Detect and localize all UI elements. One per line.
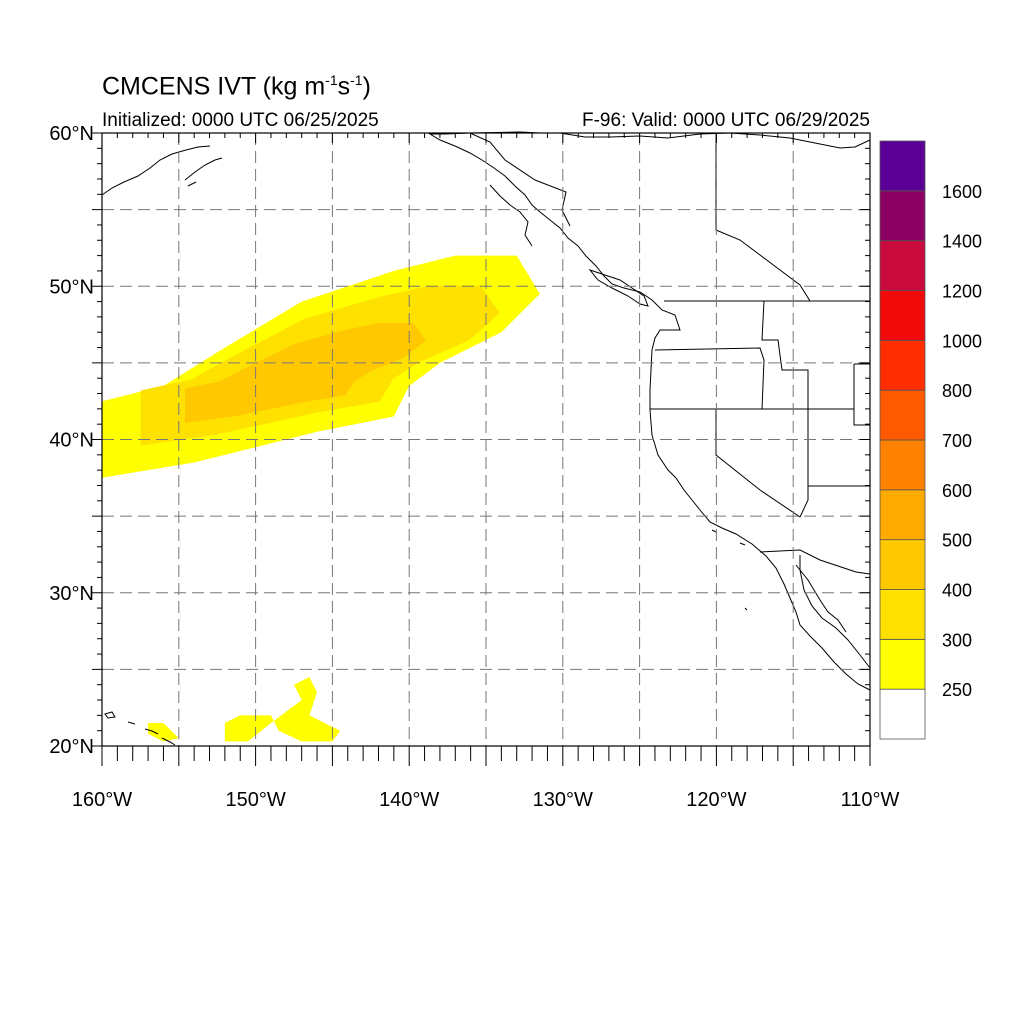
- colorbar-swatch: [879, 638, 926, 690]
- lat-tick-label: 60°N: [49, 123, 94, 145]
- colorbar-swatch: [879, 389, 926, 441]
- colorbar-swatch: [879, 190, 926, 242]
- map-title: CMCENS IVT (kg m-1s-1): [102, 72, 371, 101]
- baja-california-coastline: [799, 555, 871, 669]
- lat-tick-label: 20°N: [49, 736, 94, 758]
- colorbar-swatch: [879, 589, 926, 640]
- border-layer: [469, 132, 871, 575]
- colorbar-label: 250: [942, 680, 972, 700]
- vancouver-island: [588, 268, 649, 307]
- colorbar-label: 300: [942, 630, 972, 650]
- title-text-mid: s: [337, 72, 351, 101]
- washington-oregon-border: [654, 347, 765, 410]
- colorbar-swatch: [879, 240, 926, 291]
- colorbar-label: 1600: [942, 182, 982, 202]
- ivt-shading-layer: [102, 255, 540, 742]
- alaska-islands: [184, 157, 223, 187]
- us-mexico-border: [759, 549, 871, 575]
- canada-coast-islands: [489, 184, 533, 247]
- idaho-border: [761, 300, 809, 409]
- colorbar-label: 800: [942, 381, 972, 401]
- lon-tick-label: 140°W: [379, 789, 439, 811]
- colorbar-swatch: [879, 489, 926, 541]
- title-exp-2: -1: [350, 72, 363, 88]
- lon-tick-label: 120°W: [686, 789, 746, 811]
- california-nevada-border: [715, 409, 801, 518]
- channel-islands: [711, 529, 748, 611]
- ivt-secondary-patch-1: [224, 677, 341, 742]
- nevada-utah-border: [799, 409, 809, 518]
- hawaii-islands: [104, 711, 176, 746]
- colorbar: 250 300 400 500 600 700 800 1000 1200 1400 1600: [879, 140, 982, 740]
- alaska-coastline: [101, 145, 211, 196]
- graticule-layer: [102, 133, 870, 746]
- colorbar-swatch: [879, 439, 926, 491]
- lat-tick-label: 30°N: [49, 583, 94, 605]
- lat-tick-label: 40°N: [49, 430, 94, 452]
- title-text: CMCENS IVT (kg m: [102, 72, 326, 101]
- valid-time-label: F-96: Valid: 0000 UTC 06/29/2025: [582, 110, 870, 131]
- colorbar-label: 500: [942, 531, 972, 551]
- title-exp-1: -1: [325, 72, 338, 88]
- colorbar-label: 600: [942, 481, 972, 501]
- gulf-of-california-coastline: [795, 564, 847, 633]
- colorbar-label: 700: [942, 431, 972, 451]
- colorbar-swatch: [879, 688, 926, 740]
- lon-tick-label: 150°W: [225, 789, 285, 811]
- lon-tick-label: 110°W: [841, 789, 900, 811]
- colorbar-label: 1200: [942, 282, 982, 302]
- coastline-layer: [101, 131, 871, 746]
- lat-tick-label: 50°N: [49, 276, 94, 298]
- lon-tick-label: 130°W: [533, 789, 593, 811]
- colorbar-swatch: [879, 339, 926, 391]
- ivt-plume-core: [184, 323, 426, 423]
- title-text-tail: ): [362, 72, 371, 101]
- north-america-coastline: [428, 131, 871, 691]
- latitude-labels: 20°N 30°N 40°N 50°N 60°N: [49, 123, 94, 758]
- axis-ticks: [92, 132, 871, 766]
- colorbar-swatch: [879, 290, 926, 341]
- init-time-label: Initialized: 0000 UTC 06/25/2025: [102, 110, 379, 131]
- colorbar-swatch: [879, 140, 926, 192]
- canada-bc-border: [715, 133, 811, 302]
- longitude-labels: 160°W 150°W 140°W 130°W 120°W 110°W: [72, 789, 900, 811]
- lon-tick-label: 160°W: [72, 789, 132, 811]
- ivt-secondary-patch-2: [148, 723, 179, 742]
- colorbar-label: 400: [942, 581, 972, 601]
- colorbar-label: 1400: [942, 232, 982, 252]
- montana-border: [853, 363, 870, 426]
- colorbar-label: 1000: [942, 331, 982, 351]
- colorbar-swatch: [879, 539, 926, 590]
